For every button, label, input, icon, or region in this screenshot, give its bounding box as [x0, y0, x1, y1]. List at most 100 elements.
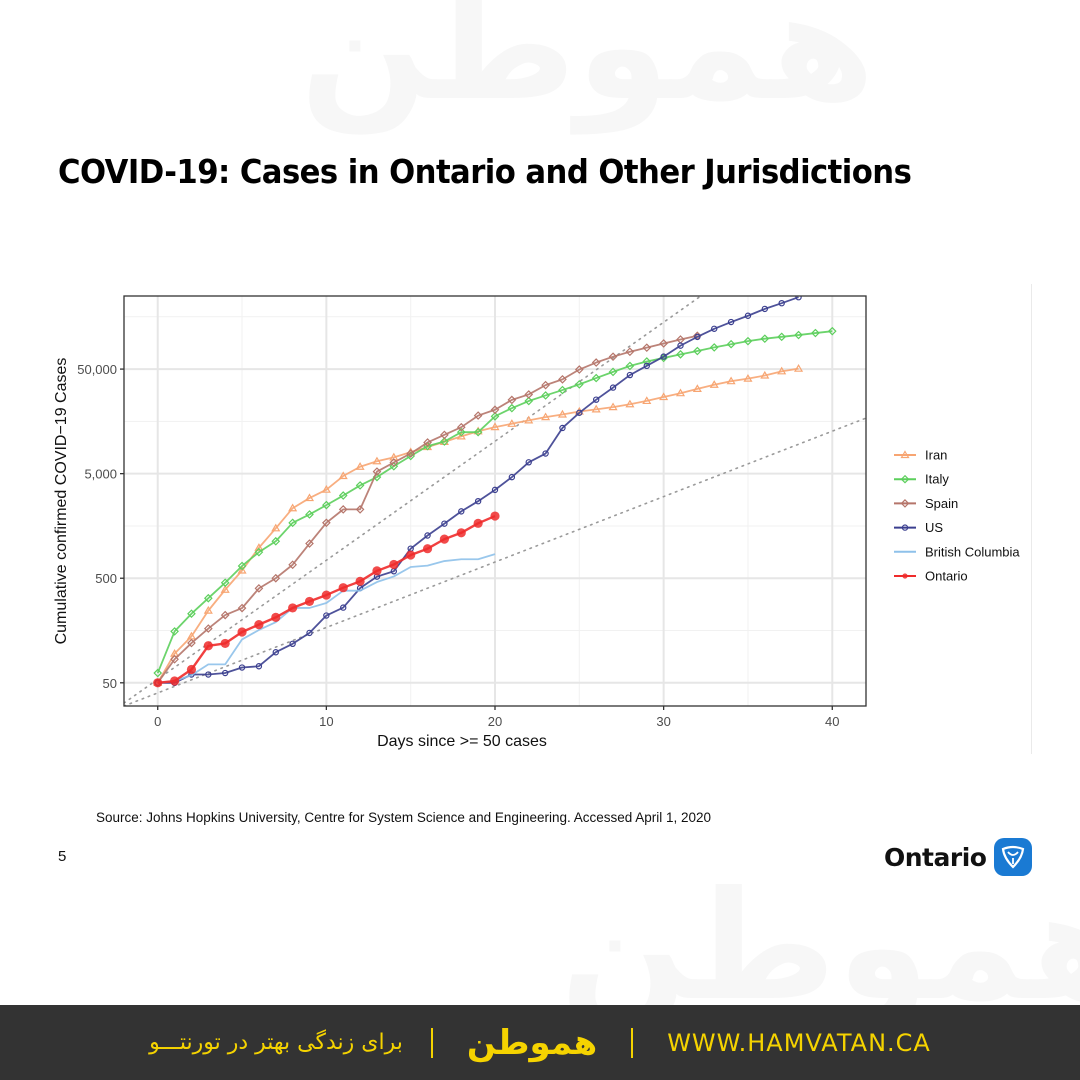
- point-us: [727, 318, 735, 326]
- point-spain: [591, 358, 601, 367]
- footer-separator: [430, 1027, 433, 1058]
- point-italy: [541, 391, 550, 400]
- point-spain: [237, 603, 247, 613]
- point-spain: [203, 624, 213, 633]
- point-ontario: [288, 603, 298, 613]
- slide-title: COVID-19: Cases in Ontario and Other Jur…: [58, 152, 912, 191]
- x-tick-label: 20: [488, 714, 502, 729]
- point-italy: [305, 510, 314, 519]
- doubling-reference-slow: [124, 417, 866, 706]
- doubling-reference-fast: [124, 296, 703, 704]
- point-us: [542, 450, 549, 457]
- point-ontario: [490, 511, 500, 521]
- point-spain: [271, 573, 281, 583]
- point-us: [660, 353, 667, 360]
- point-iran: [541, 412, 551, 421]
- point-spain: [220, 610, 230, 620]
- ontario-logo: Ontario: [884, 838, 1033, 876]
- source-note: Source: Johns Hopkins University, Centre…: [96, 810, 712, 825]
- point-italy: [254, 547, 264, 557]
- point-us: [525, 459, 532, 466]
- footer-banner: برای زندگی بهتر در تورنتـــو هموطن WWW.H…: [0, 1005, 1080, 1080]
- legend-marker-spain: [900, 499, 910, 508]
- point-us: [694, 333, 701, 341]
- x-tick-label: 40: [825, 714, 839, 729]
- point-iran: [760, 370, 770, 379]
- legend-item-british-columbia: British Columbia: [894, 544, 1020, 559]
- footer-brand-logo: هموطن: [466, 1022, 598, 1063]
- series-layer: [153, 296, 837, 688]
- point-ontario: [304, 596, 315, 607]
- legend-item-iran: Iran: [894, 448, 947, 463]
- legend-marker-ontario: [902, 573, 908, 579]
- point-spain: [541, 380, 550, 390]
- point-italy: [709, 343, 719, 352]
- point-iran: [271, 523, 281, 532]
- point-us: [474, 497, 482, 505]
- point-us: [744, 312, 752, 319]
- reference-lines: [124, 296, 866, 706]
- point-spain: [490, 405, 500, 415]
- point-italy: [760, 334, 770, 344]
- point-spain: [423, 438, 432, 447]
- point-iran: [743, 373, 753, 382]
- point-italy: [777, 332, 787, 342]
- point-iran: [372, 456, 382, 465]
- footer-tagline: برای زندگی بهتر در تورنتـــو: [149, 1030, 403, 1055]
- legend-item-us: US: [894, 520, 943, 535]
- line-us: [157, 296, 799, 684]
- legend-item-ontario: Ontario: [894, 569, 968, 584]
- point-us: [491, 486, 499, 494]
- line-italy: [156, 330, 833, 674]
- point-spain: [355, 505, 365, 514]
- point-iran: [237, 565, 247, 574]
- x-tick-label: 0: [154, 714, 161, 729]
- legend-item-italy: Italy: [894, 472, 949, 487]
- legend-label-spain: Spain: [925, 496, 958, 511]
- point-iran: [625, 399, 635, 408]
- x-tick-label: 30: [656, 714, 670, 729]
- point-us: [761, 305, 769, 313]
- point-spain: [338, 505, 348, 514]
- point-spain: [625, 347, 635, 357]
- point-ontario: [220, 638, 230, 649]
- point-spain: [406, 449, 416, 458]
- point-italy: [726, 339, 736, 349]
- point-italy: [743, 336, 753, 346]
- point-iran: [254, 543, 264, 551]
- point-italy: [625, 361, 635, 371]
- point-ontario: [203, 641, 213, 651]
- y-axis-label: Cumulative confirmed COVID−19 Cases: [53, 358, 70, 645]
- point-spain: [372, 467, 382, 476]
- point-italy: [237, 561, 247, 571]
- point-iran: [675, 388, 686, 397]
- point-ontario: [271, 612, 281, 623]
- point-spain: [608, 352, 618, 362]
- point-italy: [338, 491, 348, 500]
- point-italy: [456, 427, 466, 437]
- point-spain: [507, 395, 517, 405]
- point-iran: [709, 380, 719, 388]
- legend-label-ontario: Ontario: [925, 569, 968, 584]
- point-italy: [187, 609, 196, 619]
- legend-item-spain: Spain: [894, 496, 958, 511]
- page-number: 5: [58, 848, 67, 865]
- legend-marker-italy: [900, 474, 910, 484]
- point-italy: [676, 349, 685, 359]
- point-us: [323, 612, 330, 619]
- legend-label-british-columbia: British Columbia: [925, 544, 1020, 559]
- point-italy: [827, 326, 837, 336]
- point-us: [205, 671, 212, 678]
- point-italy: [389, 461, 399, 471]
- point-spain: [389, 458, 399, 467]
- point-us: [289, 640, 296, 648]
- footer-url-link[interactable]: WWW.HAMVATAN.CA: [667, 1028, 931, 1057]
- chart-container: 50 500 5,000 50,000 0 10 20 30 40 Days since >=…: [46, 284, 1032, 754]
- point-iran: [507, 419, 517, 427]
- point-us: [424, 532, 431, 539]
- point-spain: [322, 518, 331, 528]
- series-italy: [153, 326, 837, 678]
- series-british-columbia: [157, 553, 496, 684]
- point-italy: [524, 396, 534, 406]
- point-italy: [203, 593, 213, 603]
